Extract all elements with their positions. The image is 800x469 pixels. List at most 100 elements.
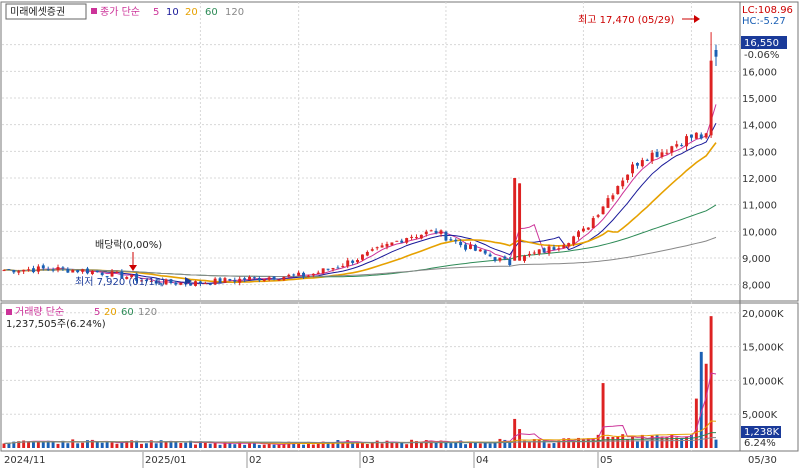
volume-bar [120, 441, 124, 448]
candle-body [572, 236, 576, 245]
volume-tick-label: 10,000K [742, 376, 784, 387]
volume-label: 거래량 단순 [15, 306, 64, 318]
volume-bar [351, 443, 355, 448]
volume-bar [257, 444, 261, 448]
candle-body [326, 268, 330, 270]
ma-period-5: 5 [153, 7, 159, 18]
candle-body [488, 254, 492, 257]
current-change: -0.06% [744, 50, 779, 61]
stock-name-box[interactable] [5, 3, 87, 20]
volume-bar [581, 439, 585, 448]
candle-body [459, 241, 463, 246]
hc-value: HC:-5.27 [742, 16, 786, 27]
volume-bar [297, 442, 301, 448]
volume-bar [631, 435, 634, 448]
volume-bar [169, 440, 173, 448]
volume-bar [341, 442, 345, 448]
vol-ma-20: 20 [104, 307, 117, 318]
candle-body [640, 160, 644, 167]
candle-body [287, 274, 291, 277]
volume-bar [130, 440, 134, 448]
x-tick-label: 05/30 [748, 455, 777, 466]
volume-bar [419, 442, 423, 448]
volume-bar [287, 441, 291, 448]
volume-bar [336, 440, 340, 448]
candle-body [144, 279, 148, 281]
candle-body [365, 251, 369, 256]
candle-body [252, 277, 256, 279]
volume-bar [567, 438, 571, 448]
volume-bar [709, 316, 713, 448]
candle-body [7, 269, 11, 271]
candle-body [675, 144, 679, 147]
volume-bar [405, 444, 409, 448]
volume-bar [660, 437, 664, 448]
stock-name[interactable]: 미래에셋증권 [10, 6, 65, 18]
volume-bar [547, 443, 551, 448]
volume-bar [311, 444, 315, 448]
candle-body [218, 278, 222, 283]
volume-bar [277, 444, 281, 448]
low-arrow-head [185, 277, 192, 285]
x-tick-label: 03 [362, 455, 375, 466]
volume-bar [100, 442, 104, 448]
volume-bar [7, 442, 11, 448]
candle-body [370, 249, 374, 251]
volume-bar [400, 443, 404, 448]
price-tick-label: 13,000 [742, 147, 777, 158]
candle-body [243, 278, 247, 280]
candle-body [464, 244, 468, 250]
candle-body [518, 183, 522, 261]
ma-period-20: 20 [185, 7, 198, 18]
candle-body [405, 238, 409, 243]
volume-bar [51, 441, 55, 448]
ma-period-60: 60 [205, 7, 218, 18]
volume-y-ticks: 20,000K 15,000K 10,000K 5,000K [742, 309, 784, 421]
candle-body [140, 280, 143, 282]
candle-body [105, 276, 109, 278]
volume-bar [203, 442, 207, 448]
volume-bar [90, 439, 94, 448]
volume-bar [454, 441, 458, 448]
volume-bar [562, 438, 566, 448]
volume-bar [135, 440, 139, 448]
candle-body [685, 136, 689, 147]
candle-body [27, 269, 31, 271]
volume-bar [31, 441, 35, 448]
candle-body [125, 277, 129, 279]
candle-body [56, 267, 60, 271]
price-tick-label: 11,000 [742, 201, 777, 212]
volume-bar [292, 443, 296, 448]
volume-bar [223, 442, 227, 448]
volume-bar [665, 436, 669, 448]
candle-body [498, 257, 502, 261]
candle-body [316, 272, 320, 274]
candle-body [577, 231, 580, 237]
candle-body [527, 253, 531, 256]
volume-bar [218, 444, 222, 448]
candle-body [562, 245, 566, 249]
candle-body [189, 283, 193, 286]
candle-body [297, 272, 301, 276]
volume-bar [105, 442, 109, 448]
candle-body [631, 164, 634, 174]
volume-bar [616, 436, 620, 448]
volume-bar [606, 436, 610, 448]
volume-bar [243, 444, 247, 448]
candle-body [306, 275, 310, 277]
candle-body [267, 277, 271, 280]
candle-body [208, 283, 212, 285]
volume-ma-line-5 [3, 372, 717, 445]
candle-body [655, 151, 659, 157]
moving-average-lines [3, 104, 717, 285]
volume-bar [27, 441, 31, 448]
current-volume-box [741, 426, 781, 438]
candle-body [154, 280, 158, 284]
volume-bar [41, 441, 45, 448]
volume-bar [115, 443, 119, 448]
volume-bar [680, 438, 684, 448]
candle-body [120, 271, 124, 279]
low-annotation: 최저 7,920 (01/14) [75, 276, 165, 288]
candle-body [41, 265, 45, 269]
